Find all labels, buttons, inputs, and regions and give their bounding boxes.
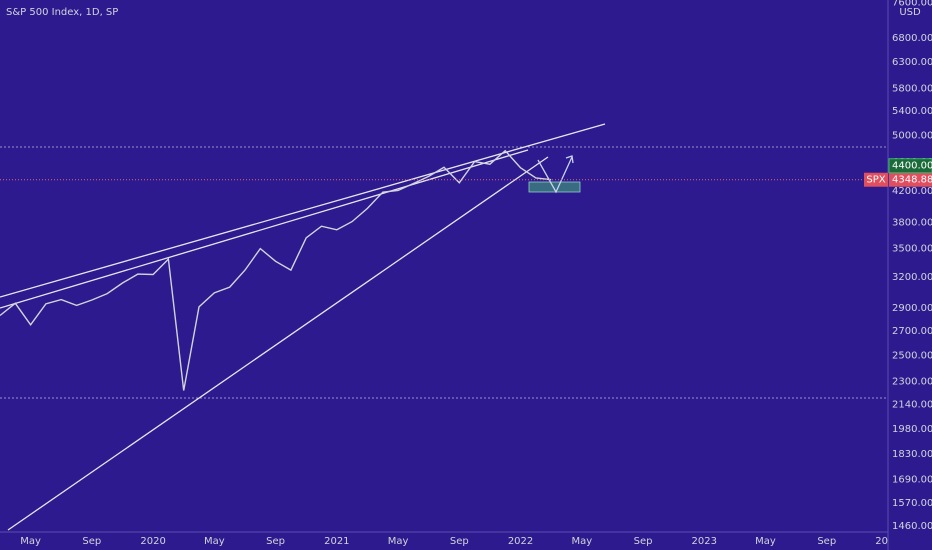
y-tick-label: 6800.00 (892, 33, 932, 44)
y-tick-label: 1460.00 (892, 521, 932, 532)
y-tick-label: 1570.00 (892, 498, 932, 509)
price-line (0, 149, 552, 391)
arrow-head (565, 155, 574, 164)
level-label: 4400.00 (892, 161, 932, 172)
y-tick-label: 5800.00 (892, 83, 932, 94)
price-axis-panel (888, 0, 932, 550)
target-zone (528, 181, 581, 193)
symbol-label: SPX (866, 175, 885, 186)
y-tick-label: 7600.00 (892, 0, 932, 9)
currency-label: USD (899, 7, 921, 18)
trendline (0, 149, 529, 309)
y-tick-label: 2700.00 (892, 326, 932, 337)
y-tick-label: 5400.00 (892, 106, 932, 117)
plot-area (0, 123, 888, 531)
y-tick-label: 2140.00 (892, 400, 932, 411)
symbol-badge (864, 172, 888, 187)
trendline (7, 156, 549, 531)
x-tick-label: 2022 (508, 536, 533, 547)
x-tick-label: May (20, 536, 41, 547)
x-tick-label: Sep (817, 536, 836, 547)
y-tick-label: 2300.00 (892, 377, 932, 388)
y-axis: 7600.00 6800.00 6300.00 5800.00 5400.00 5000.… (864, 0, 932, 532)
y-tick-label: 2500.00 (892, 350, 932, 361)
y-tick-label: 2900.00 (892, 303, 932, 314)
y-tick-label: 1980.00 (892, 424, 932, 435)
x-tick-label: May (204, 536, 225, 547)
x-tick-label: May (388, 536, 409, 547)
x-tick-label: May (755, 536, 776, 547)
x-tick-label: 2021 (324, 536, 349, 547)
x-tick-label: May (571, 536, 592, 547)
y-tick-label: 4200.00 (892, 186, 932, 197)
chart-title: S&P 500 Index, 1D, SP (6, 7, 118, 18)
x-tick-label: Sep (634, 536, 653, 547)
x-tick-label: 2023 (692, 536, 717, 547)
x-tick-label: Sep (450, 536, 469, 547)
y-tick-label: 1830.00 (892, 449, 932, 460)
y-tick-label: 3500.00 (892, 244, 932, 255)
y-tick-label: 3200.00 (892, 272, 932, 283)
y-tick-label: 6300.00 (892, 57, 932, 68)
last-price-badge (889, 172, 932, 187)
trendline (0, 123, 606, 298)
x-tick-label: Sep (266, 536, 285, 547)
y-tick-label: 1690.00 (892, 474, 932, 485)
x-tick-label: 2020 (140, 536, 165, 547)
y-tick-label: 5000.00 (892, 130, 932, 141)
last-price-label: 4348.88 (892, 175, 932, 186)
projection-arrow (537, 156, 573, 194)
level-badge (888, 158, 932, 174)
x-axis: May Sep 2020 May Sep 2021 May Sep 2022 May Sep 2023… (20, 536, 900, 547)
y-tick-label: 3800.00 (892, 218, 932, 229)
x-tick-label: Sep (82, 536, 101, 547)
